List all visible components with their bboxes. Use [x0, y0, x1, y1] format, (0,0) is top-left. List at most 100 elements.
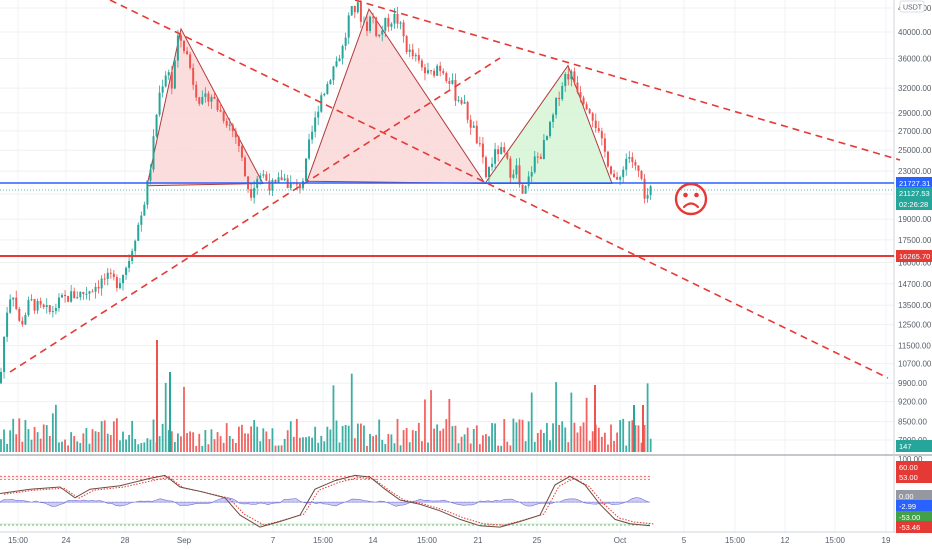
candle-body: [183, 40, 185, 52]
volume-bar: [302, 437, 304, 452]
candle: [164, 71, 167, 88]
candle-body: [9, 299, 12, 313]
candle-body: [176, 35, 179, 61]
candle-body: [295, 183, 298, 185]
volume-bar: [375, 434, 378, 452]
osc-1-badge-text: 53.00: [899, 473, 918, 482]
volume-bar: [588, 440, 591, 452]
price-tick-label: 9900.00: [898, 379, 927, 388]
volume-bar: [247, 433, 249, 452]
candle: [94, 282, 97, 299]
candle: [366, 15, 368, 36]
candle: [176, 29, 179, 68]
candle: [146, 180, 149, 209]
candle-body: [488, 167, 490, 178]
candle: [134, 239, 137, 255]
candle: [515, 158, 518, 179]
volume-bar: [536, 432, 539, 452]
candle-body: [396, 13, 399, 24]
volume-bar: [497, 445, 500, 452]
candle: [375, 16, 378, 38]
volume-bar: [305, 437, 307, 452]
candle-body: [411, 49, 414, 57]
candle-body: [100, 278, 103, 289]
trendline-3: [9, 57, 501, 373]
candle: [649, 184, 652, 200]
candle-body: [637, 165, 640, 171]
volume-bar: [268, 439, 271, 452]
candle-body: [478, 143, 481, 145]
volume-bar: [18, 418, 21, 452]
volume-bar: [475, 425, 478, 452]
candle-body: [564, 74, 567, 87]
volume-bar: [338, 442, 341, 452]
volume-bar: [610, 424, 612, 452]
candle-body: [301, 180, 304, 189]
candle: [237, 135, 240, 153]
candle-body: [179, 35, 182, 41]
volume-bar: [515, 422, 518, 452]
candle: [228, 118, 231, 131]
candle: [219, 103, 222, 113]
candle-body: [48, 305, 51, 312]
candle: [195, 81, 198, 101]
candle-body: [158, 92, 161, 115]
candle-body: [67, 296, 70, 302]
volume-spike: [633, 405, 635, 452]
candle-body: [253, 187, 256, 198]
volume-bar: [600, 436, 603, 452]
time-axis[interactable]: 15:00 24 28 Sep 7 15:00 14 15:00 21 25 Oct 5 15:00 12…: [8, 536, 891, 545]
candle-body: [567, 74, 570, 80]
candle-body: [588, 109, 591, 114]
volume-bar: [241, 424, 243, 452]
candle-body: [122, 274, 124, 284]
price-axis[interactable]: 44000.0040000.0036000.0032000.0029000.00…: [896, 0, 932, 533]
candle: [625, 153, 628, 176]
volume-bar: [332, 385, 335, 452]
candle: [268, 173, 271, 196]
volume-bar: [283, 438, 286, 452]
candle-body: [186, 51, 189, 55]
candle-body: [30, 299, 33, 301]
candle: [338, 54, 341, 62]
candle: [356, 1, 359, 14]
candle: [414, 52, 417, 62]
volume-bar: [295, 418, 298, 452]
volume-bar: [24, 420, 27, 452]
candle: [600, 127, 603, 146]
candle-body: [3, 336, 6, 372]
volume-bar: [366, 445, 368, 452]
candle-body: [558, 97, 561, 100]
volume-bar: [424, 399, 426, 452]
volume-spike: [156, 340, 158, 452]
volume-bar: [73, 436, 76, 452]
candle-body: [491, 163, 494, 168]
candle-body: [451, 80, 454, 84]
candle-body: [616, 176, 619, 180]
volume-bar: [573, 422, 576, 452]
support-badge-text: 16265.70: [899, 252, 930, 261]
candle-body: [619, 177, 622, 180]
volume-bar: [436, 424, 439, 452]
candle: [106, 267, 109, 286]
time-tick-label: Sep: [177, 536, 192, 545]
candle: [631, 152, 634, 169]
candle-body: [12, 297, 15, 300]
volume-bar: [625, 445, 628, 452]
candle-body: [603, 138, 606, 152]
candle-body: [613, 173, 616, 177]
candle: [140, 211, 143, 232]
volume-bar: [634, 425, 637, 452]
candle: [475, 120, 478, 145]
volume-bar: [231, 438, 234, 452]
volume-bar: [9, 430, 12, 452]
candle-body: [552, 114, 555, 122]
candle-body: [634, 162, 637, 166]
volume-bar: [265, 431, 268, 452]
volume-bar: [488, 436, 490, 452]
candle-body: [125, 267, 128, 275]
candle: [15, 290, 18, 311]
candle-body: [21, 320, 24, 325]
candle: [158, 85, 161, 117]
